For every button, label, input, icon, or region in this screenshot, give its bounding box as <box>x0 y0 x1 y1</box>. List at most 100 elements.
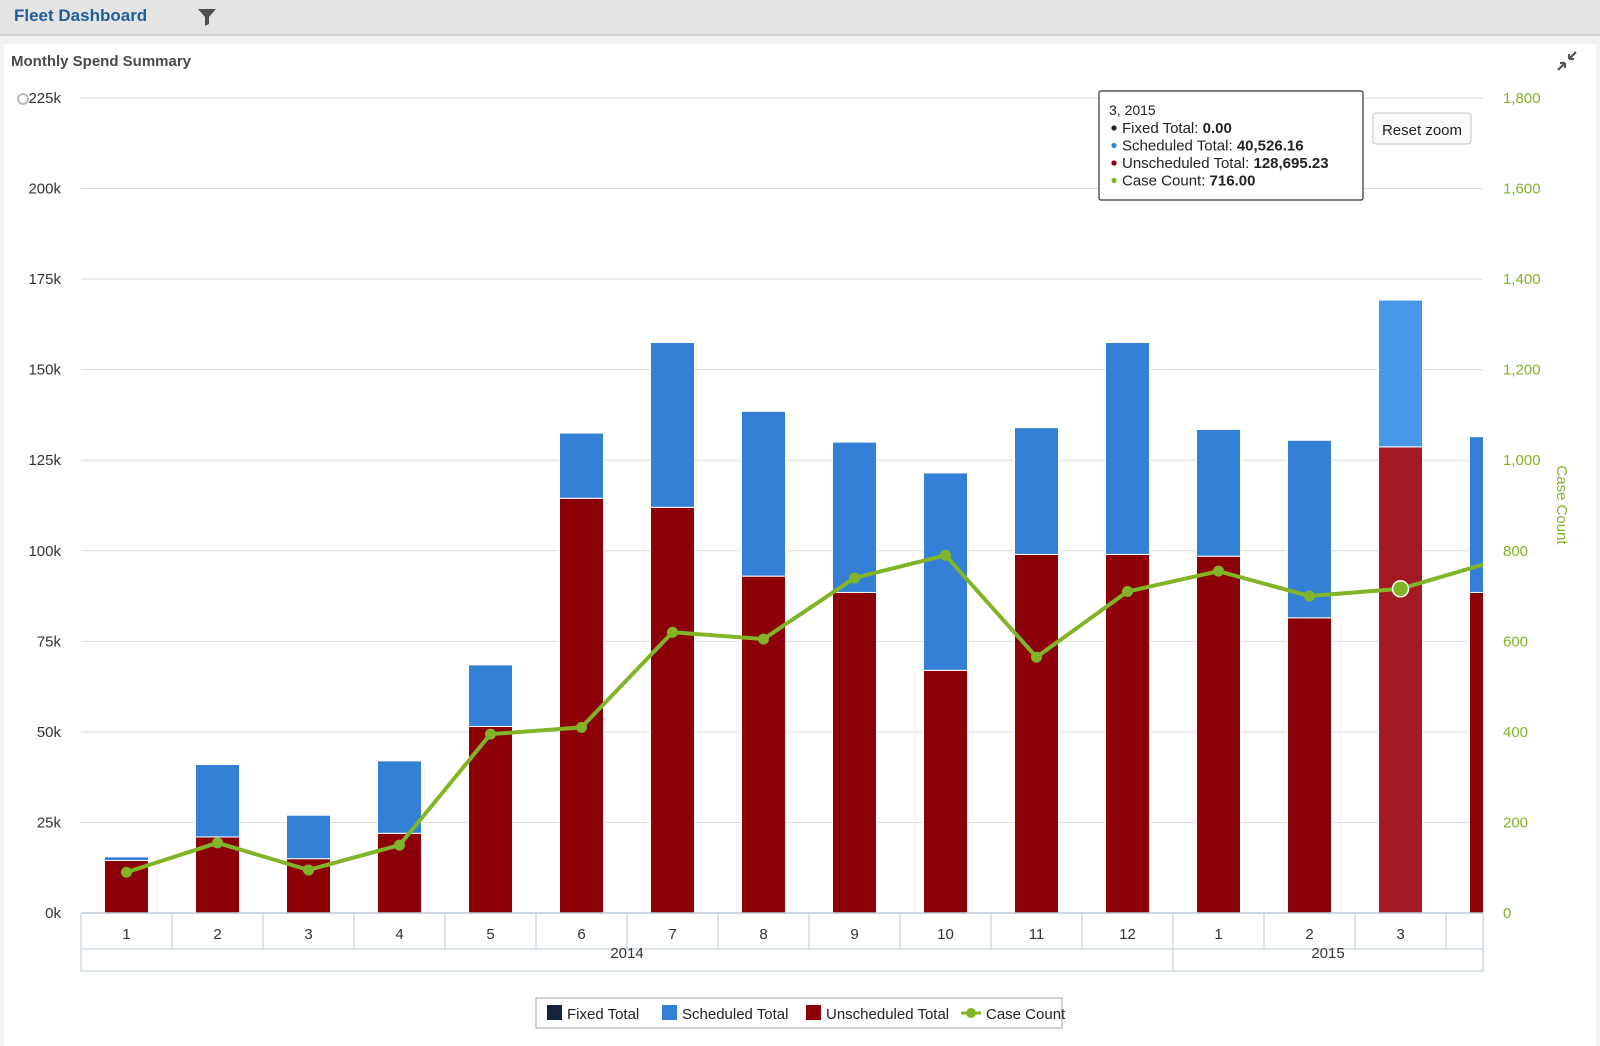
right-axis-tick-label: 1,200 <box>1503 362 1541 379</box>
bar-unscheduled-total[interactable] <box>1469 591 1514 914</box>
bar-unscheduled-total[interactable] <box>1378 446 1423 914</box>
left-axis-tick-label: 225k <box>28 90 61 107</box>
bar-scheduled-total[interactable] <box>377 760 422 834</box>
x-axis-tick-label: 2 <box>213 926 221 943</box>
left-axis-tick-label: 175k <box>28 271 61 288</box>
x-axis-tick-label: 11 <box>1029 926 1045 943</box>
x-axis-group-label: 2015 <box>1311 945 1344 962</box>
bar-unscheduled-total[interactable] <box>1105 553 1150 914</box>
bar-scheduled-total[interactable] <box>650 342 695 508</box>
tooltip-bullet <box>1111 142 1117 149</box>
left-axis-tick-label: 100k <box>28 543 61 560</box>
left-axis-tick-label: 200k <box>28 181 61 198</box>
right-axis-tick-label: 200 <box>1503 814 1528 831</box>
bar-unscheduled-total[interactable] <box>923 669 968 914</box>
reset-zoom-icon[interactable] <box>17 93 29 105</box>
left-axis-tick-label: 25k <box>37 814 62 831</box>
bar-unscheduled-total[interactable] <box>650 506 695 914</box>
bar-scheduled-total[interactable] <box>1469 436 1514 593</box>
bar-unscheduled-total[interactable] <box>559 497 604 914</box>
x-axis-tick-label: 1 <box>1214 926 1222 943</box>
tooltip-header: 3, 2015 <box>1109 102 1156 118</box>
bar-scheduled-total[interactable] <box>104 856 149 861</box>
x-axis-tick-label: 4 <box>395 926 403 943</box>
legend-label: Case Count <box>986 1006 1066 1023</box>
panel-title: Monthly Spend Summary <box>11 53 192 70</box>
case-count-point[interactable] <box>303 864 314 876</box>
right-axis-tick-label: 600 <box>1503 633 1528 650</box>
legend: Fixed Total Scheduled Total Unscheduled To… <box>535 997 1066 1029</box>
case-count-point[interactable] <box>394 839 405 851</box>
case-count-point[interactable] <box>212 837 223 849</box>
x-axis-group-label: 2014 <box>610 945 643 962</box>
tooltip-row: Case Count: 716.00 <box>1122 173 1255 190</box>
right-axis-tick-label: 1,600 <box>1503 181 1541 198</box>
x-axis-tick-label: 1 <box>122 926 130 943</box>
app-title: Fleet Dashboard <box>14 6 148 25</box>
case-count-point[interactable] <box>940 549 951 561</box>
legend-label: Scheduled Total <box>682 1006 788 1023</box>
case-count-point[interactable] <box>1304 590 1315 602</box>
right-axis-title: Case Count <box>1553 465 1570 545</box>
x-axis-tick-label: 10 <box>937 926 954 943</box>
legend-point-swatch <box>966 1008 976 1018</box>
left-axis-tick-label: 75k <box>37 633 62 650</box>
bar-unscheduled-total[interactable] <box>1196 555 1241 914</box>
case-count-point[interactable] <box>849 572 860 584</box>
reset-zoom-button[interactable]: Reset zoom <box>1372 112 1472 145</box>
legend-label: Fixed Total <box>567 1006 639 1023</box>
bar-scheduled-total[interactable] <box>1196 428 1241 557</box>
case-count-point-highlighted[interactable] <box>1391 580 1410 598</box>
x-axis-tick-label: 8 <box>759 926 767 943</box>
case-count-point[interactable] <box>121 866 132 878</box>
bar-scheduled-total[interactable] <box>1105 342 1150 555</box>
bar-scheduled-total[interactable] <box>1014 427 1059 555</box>
bar-unscheduled-total[interactable] <box>832 591 877 914</box>
bar-scheduled-total[interactable] <box>468 664 513 727</box>
x-axis-tick-label: 6 <box>577 926 585 943</box>
bar-unscheduled-total[interactable] <box>468 725 513 914</box>
bar-scheduled-total[interactable] <box>195 763 240 838</box>
tooltip-bullet <box>1111 125 1117 131</box>
legend-swatch <box>806 1005 821 1020</box>
right-axis-tick-label: 800 <box>1503 543 1528 560</box>
bar-unscheduled-total[interactable] <box>741 575 786 914</box>
left-axis-tick-label: 125k <box>28 452 61 469</box>
filter-icon[interactable] <box>196 6 218 28</box>
x-axis-tick-label: 12 <box>1119 926 1136 943</box>
case-count-point[interactable] <box>1031 651 1042 663</box>
bar-scheduled-total[interactable] <box>923 472 968 671</box>
case-count-point[interactable] <box>1122 586 1133 598</box>
bar-scheduled-total[interactable] <box>559 432 604 499</box>
right-axis-tick-label: 0 <box>1503 905 1511 922</box>
tooltip-bullet <box>1111 160 1117 166</box>
tooltip-bullet <box>1111 177 1117 184</box>
bar-scheduled-total[interactable] <box>1378 299 1423 448</box>
right-axis-tick-label: 1,800 <box>1503 90 1541 107</box>
bar-unscheduled-total[interactable] <box>1287 617 1332 914</box>
bar-scheduled-total[interactable] <box>741 410 786 577</box>
reset-zoom-label: Reset zoom <box>1382 122 1462 139</box>
right-axis-tick-label: 1,000 <box>1503 452 1541 469</box>
bar-scheduled-total[interactable] <box>832 441 877 593</box>
bar-scheduled-total[interactable] <box>1287 439 1332 619</box>
top-bar: Fleet Dashboard <box>0 0 1600 36</box>
right-axis-tick-label: 1,400 <box>1503 271 1541 288</box>
bar-unscheduled-total[interactable] <box>1014 553 1059 914</box>
case-count-point[interactable] <box>485 728 496 740</box>
legend-label: Unscheduled Total <box>826 1006 949 1023</box>
case-count-point[interactable] <box>1486 557 1497 568</box>
right-axis-tick-label: 400 <box>1503 724 1528 741</box>
x-axis-tick-label: 9 <box>850 926 858 943</box>
case-count-point[interactable] <box>667 626 678 638</box>
case-count-point[interactable] <box>1213 565 1224 577</box>
case-count-point[interactable] <box>576 721 587 733</box>
collapse-arrows-icon[interactable] <box>1556 50 1578 72</box>
left-axis-tick-label: 50k <box>37 724 62 741</box>
case-count-point[interactable] <box>758 633 769 645</box>
bar-scheduled-total[interactable] <box>286 814 331 860</box>
left-axis-tick-label: 150k <box>28 362 61 379</box>
x-axis-tick-label: 2 <box>1305 926 1313 943</box>
